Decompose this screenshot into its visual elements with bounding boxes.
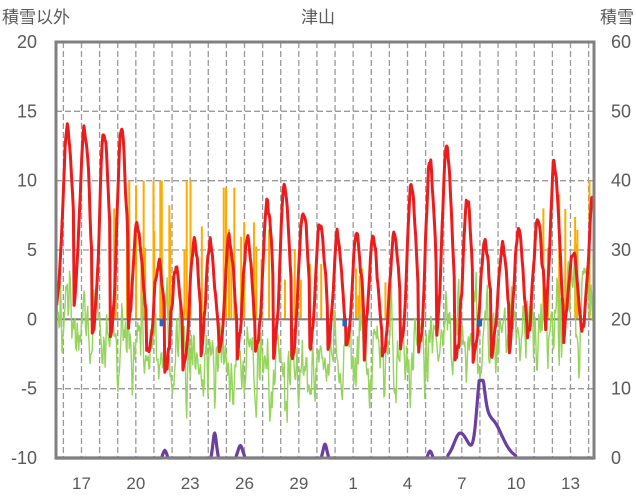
svg-text:20: 20 xyxy=(611,309,631,329)
svg-text:60: 60 xyxy=(611,32,631,52)
svg-text:0: 0 xyxy=(27,309,37,329)
svg-text:10: 10 xyxy=(611,379,631,399)
svg-text:7: 7 xyxy=(457,474,466,493)
svg-text:10: 10 xyxy=(507,474,526,493)
svg-text:13: 13 xyxy=(561,474,580,493)
svg-text:40: 40 xyxy=(611,171,631,191)
svg-text:26: 26 xyxy=(235,474,254,493)
svg-text:17: 17 xyxy=(72,474,91,493)
svg-text:29: 29 xyxy=(289,474,308,493)
svg-text:1: 1 xyxy=(348,474,357,493)
svg-text:20: 20 xyxy=(17,32,37,52)
svg-text:5: 5 xyxy=(27,240,37,260)
svg-text:4: 4 xyxy=(403,474,412,493)
svg-text:20: 20 xyxy=(126,474,145,493)
svg-text:0: 0 xyxy=(611,448,621,468)
svg-text:50: 50 xyxy=(611,101,631,121)
svg-text:-10: -10 xyxy=(11,448,37,468)
svg-text:15: 15 xyxy=(17,101,37,121)
svg-text:10: 10 xyxy=(17,171,37,191)
svg-text:23: 23 xyxy=(181,474,200,493)
svg-text:30: 30 xyxy=(611,240,631,260)
svg-text:-5: -5 xyxy=(21,379,37,399)
